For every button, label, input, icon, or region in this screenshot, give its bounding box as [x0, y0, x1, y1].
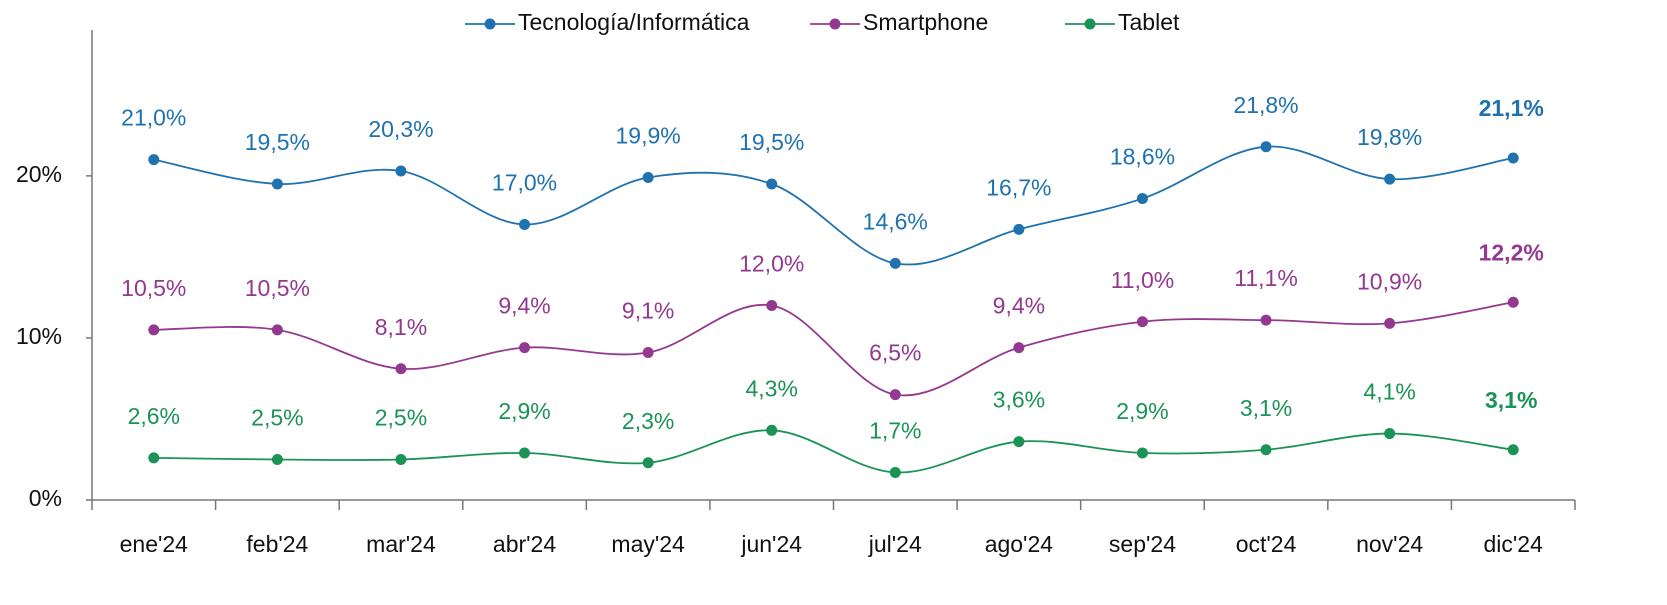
- data-label: 21,0%: [121, 105, 186, 131]
- data-point: [271, 324, 283, 336]
- data-point: [395, 453, 407, 465]
- x-tick-label: mar'24: [366, 531, 436, 557]
- data-label: 2,9%: [498, 398, 550, 424]
- data-label: 2,5%: [375, 405, 427, 431]
- data-label: 21,8%: [1233, 92, 1298, 118]
- data-point: [889, 389, 901, 401]
- data-point: [1507, 296, 1519, 308]
- legend-marker: [1084, 18, 1096, 30]
- series-line: [153, 429, 1514, 474]
- data-label: 2,6%: [128, 403, 180, 429]
- data-label: 11,1%: [1234, 265, 1298, 291]
- data-point: [1013, 223, 1025, 235]
- legend-label: Tablet: [1118, 9, 1180, 35]
- data-point: [1136, 447, 1148, 459]
- data-point: [1260, 444, 1272, 456]
- data-point: [1013, 436, 1025, 448]
- data-label: 2,9%: [1116, 398, 1168, 424]
- y-tick-label: 10%: [16, 323, 62, 349]
- data-label: 10,9%: [1357, 268, 1422, 294]
- data-point: [766, 178, 778, 190]
- data-label: 2,3%: [622, 408, 674, 434]
- data-point: [889, 466, 901, 478]
- legend-label: Tecnología/Informática: [518, 9, 750, 35]
- data-point: [1260, 314, 1272, 326]
- data-label: 4,3%: [745, 375, 797, 401]
- data-point: [889, 257, 901, 269]
- data-point: [1507, 152, 1519, 164]
- data-point: [1507, 444, 1519, 456]
- data-point: [271, 178, 283, 190]
- data-label: 18,6%: [1110, 144, 1175, 170]
- data-label: 14,6%: [863, 208, 928, 234]
- data-point: [1384, 317, 1396, 329]
- data-label: 11,0%: [1111, 267, 1175, 293]
- data-point: [1136, 316, 1148, 328]
- x-tick-label: nov'24: [1356, 531, 1423, 557]
- x-tick-label: ene'24: [120, 531, 189, 557]
- data-label: 16,7%: [986, 174, 1051, 200]
- x-tick-label: jul'24: [868, 531, 922, 557]
- y-tick-label: 0%: [29, 485, 62, 511]
- data-label: 17,0%: [492, 170, 557, 196]
- data-label: 21,1%: [1479, 95, 1544, 121]
- data-point: [519, 218, 531, 230]
- data-label: 9,4%: [498, 293, 550, 319]
- data-label: 6,5%: [869, 340, 921, 366]
- data-point: [1384, 428, 1396, 440]
- x-tick-label: feb'24: [246, 531, 308, 557]
- x-tick-label: may'24: [611, 531, 685, 557]
- data-point: [642, 171, 654, 183]
- data-label: 19,9%: [616, 123, 681, 149]
- data-point: [766, 300, 778, 312]
- x-tick-label: oct'24: [1236, 531, 1297, 557]
- data-label: 3,1%: [1240, 395, 1292, 421]
- data-point: [519, 342, 531, 354]
- data-label: 10,5%: [245, 275, 310, 301]
- data-label: 19,5%: [245, 129, 310, 155]
- x-tick-label: sep'24: [1109, 531, 1176, 557]
- data-label: 3,1%: [1485, 387, 1537, 413]
- data-point: [1384, 173, 1396, 185]
- x-tick-label: ago'24: [985, 531, 1054, 557]
- data-point: [766, 424, 778, 436]
- legend-label: Smartphone: [863, 9, 988, 35]
- data-label: 19,5%: [739, 129, 804, 155]
- x-tick-label: dic'24: [1484, 531, 1544, 557]
- data-point: [1136, 193, 1148, 205]
- x-tick-label: jun'24: [740, 531, 802, 557]
- x-tick-label: abr'24: [493, 531, 556, 557]
- data-label: 9,4%: [993, 293, 1045, 319]
- data-point: [148, 324, 160, 336]
- data-point: [395, 165, 407, 177]
- data-label: 9,1%: [622, 298, 674, 324]
- legend-marker: [484, 18, 496, 30]
- data-point: [642, 347, 654, 359]
- data-point: [642, 457, 654, 469]
- series-line: [153, 145, 1514, 266]
- data-label: 12,0%: [739, 251, 804, 277]
- data-point: [395, 363, 407, 375]
- data-point: [148, 452, 160, 464]
- series-line: [153, 301, 1514, 397]
- legend-marker: [829, 18, 841, 30]
- data-label: 10,5%: [121, 275, 186, 301]
- data-point: [271, 453, 283, 465]
- data-label: 1,7%: [869, 418, 921, 444]
- data-point: [1013, 342, 1025, 354]
- data-label: 8,1%: [375, 314, 427, 340]
- data-label: 3,6%: [993, 387, 1045, 413]
- data-point: [1260, 141, 1272, 153]
- data-label: 20,3%: [368, 116, 433, 142]
- y-tick-label: 20%: [16, 161, 62, 187]
- data-point: [519, 447, 531, 459]
- data-label: 12,2%: [1479, 239, 1544, 265]
- data-label: 4,1%: [1363, 379, 1415, 405]
- data-point: [148, 154, 160, 166]
- data-label: 2,5%: [251, 405, 303, 431]
- data-label: 19,8%: [1357, 124, 1422, 150]
